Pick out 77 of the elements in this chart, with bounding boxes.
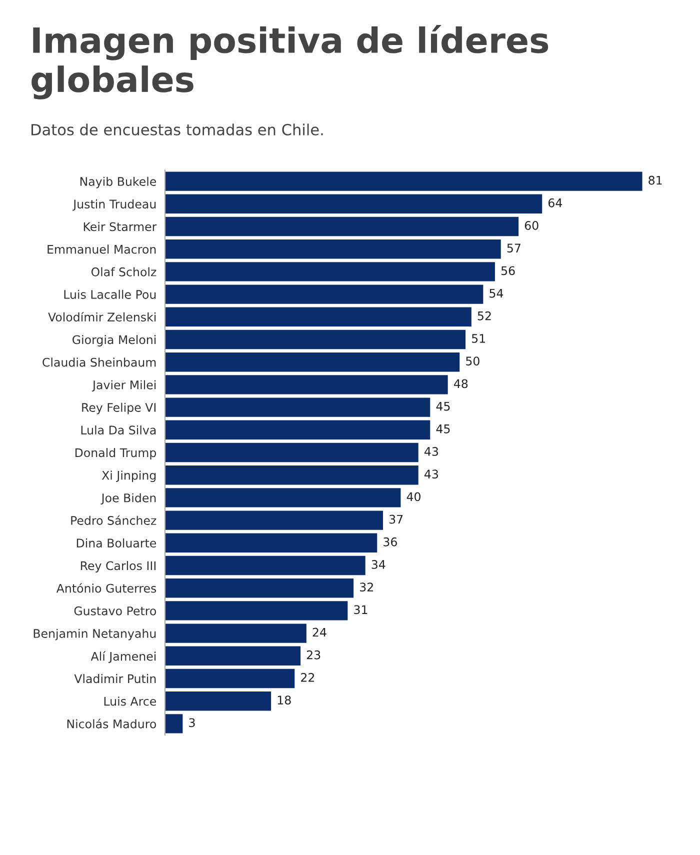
data-label: 51 [472, 334, 485, 343]
bar [165, 510, 384, 530]
y-tick-label: Dina Boluarte [76, 538, 156, 548]
bar [165, 488, 401, 508]
y-tick-label: Nayib Bukele [80, 176, 156, 188]
bar [165, 352, 460, 372]
data-label: 45 [436, 424, 450, 434]
data-label: 40 [406, 492, 420, 502]
data-label: 57 [507, 244, 520, 253]
data-label: 60 [524, 220, 538, 230]
chart-title: Imagen positiva de líderes globales [32, 25, 548, 100]
y-tick-label: Luis Lacalle Pou [64, 290, 156, 299]
data-label: 43 [424, 470, 438, 479]
data-label: 23 [306, 650, 320, 660]
bar [165, 601, 348, 620]
data-label: 45 [436, 402, 450, 411]
bar [165, 216, 519, 236]
bar [165, 714, 183, 734]
data-label: 24 [312, 628, 326, 637]
y-tick-label: Luis Arce [104, 696, 156, 706]
data-label: 31 [354, 605, 368, 614]
bar [165, 262, 495, 282]
data-label: 43 [424, 446, 438, 456]
data-label: 37 [389, 514, 403, 524]
data-label: 32 [360, 582, 373, 592]
y-tick-label: Rey Felipe VI [82, 402, 156, 414]
y-tick-label: Giorgia Meloni [72, 335, 156, 346]
bar [165, 578, 354, 598]
y-tick-label: Joe Biden [100, 493, 156, 505]
bar [165, 375, 448, 394]
data-label: 81 [648, 176, 662, 185]
y-tick-label: Pedro Sánchez [71, 515, 156, 525]
data-label: 18 [278, 696, 291, 705]
y-tick-label: Rey Carlos III [80, 561, 156, 572]
bar [165, 465, 418, 485]
data-label: 34 [372, 560, 386, 569]
y-tick-label: Olaf Scholz [91, 267, 156, 276]
y-tick-label: Justin Trudeau [72, 199, 156, 211]
bar [165, 239, 501, 259]
y-tick-label: Xi Jinping [102, 470, 156, 482]
bar [165, 330, 466, 350]
data-label: 36 [384, 537, 397, 546]
bar [165, 284, 484, 304]
data-label: 22 [301, 672, 314, 682]
y-tick-label: Donald Trump [75, 448, 156, 460]
bar [165, 194, 542, 214]
bar [165, 398, 430, 417]
data-label: 64 [548, 198, 562, 208]
y-tick-label: Alí Jamenei [90, 651, 156, 663]
chart-subtitle: Datos de encuestas tomadas en Chile. [32, 124, 323, 136]
y-tick-label: Emmanuel Macron [48, 244, 156, 254]
y-tick-label: Vladimir Putin [74, 674, 156, 684]
bar [165, 420, 430, 440]
bar [165, 691, 272, 711]
bar [165, 556, 366, 576]
bar [165, 533, 378, 553]
y-tick-label: António Guterres [56, 583, 156, 593]
y-tick-label: Benjamin Netanyahu [34, 628, 156, 640]
data-label: 3 [189, 718, 195, 728]
y-tick-label: Javier Milei [92, 380, 156, 392]
y-tick-label: Keir Starmer [84, 222, 157, 232]
y-tick-label: Claudia Sheinbaum [42, 358, 156, 367]
bar [165, 442, 418, 462]
data-label: 50 [466, 356, 480, 366]
bar [165, 646, 301, 666]
bar [165, 172, 642, 191]
data-label: 54 [490, 288, 504, 298]
y-tick-label: Gustavo Petro [74, 606, 156, 616]
bar [165, 624, 306, 643]
y-tick-label: Volodímir Zelenski [48, 312, 156, 322]
bar [165, 668, 295, 688]
y-tick-label: Nicolás Maduro [67, 718, 156, 728]
bar [165, 307, 472, 327]
y-tick-label: Lula Da Silva [81, 425, 156, 435]
data-label: 56 [501, 266, 515, 276]
data-label: 52 [478, 311, 491, 320]
data-label: 48 [454, 379, 468, 388]
